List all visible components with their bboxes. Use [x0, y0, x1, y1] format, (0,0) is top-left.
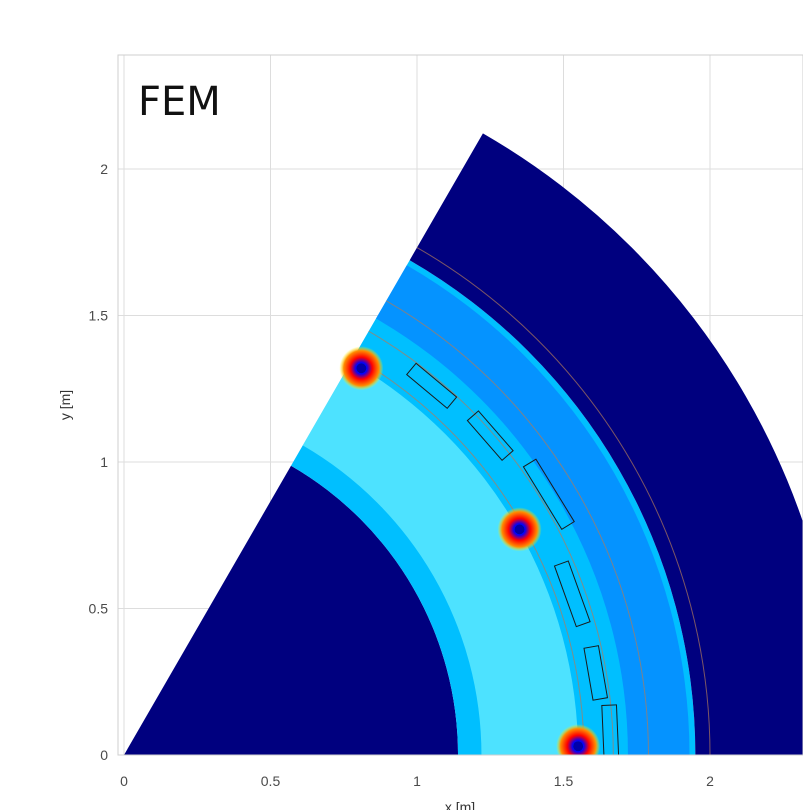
boundary-arc-3 — [416, 247, 711, 755]
y-tick-label-4: 2 — [100, 161, 108, 177]
y-tick-label-3: 1.5 — [89, 308, 109, 324]
x-tick-label-4: 2 — [706, 773, 714, 789]
hotspot-core-1 — [514, 524, 525, 535]
x-axis-label: x [m] — [445, 799, 475, 810]
hotspot-0 — [339, 346, 384, 391]
x-tick-label-0: 0 — [120, 773, 128, 789]
hotspot-1 — [497, 507, 542, 552]
field-map — [124, 133, 803, 755]
y-tick-label-1: 0.5 — [89, 601, 109, 617]
hotspot-glow-2 — [556, 724, 601, 755]
geometry-overlay — [339, 247, 711, 755]
hotspot-core-0 — [356, 363, 367, 374]
boundary-arc-2 — [385, 300, 649, 755]
x-tick-label-1: 0.5 — [261, 773, 281, 789]
region-middle-shade — [375, 265, 690, 755]
conductor-rect-4 — [583, 645, 609, 701]
conductor-rect-5 — [601, 704, 620, 755]
hotspot-core-2 — [573, 741, 584, 752]
y-tick-label-0: 0 — [100, 747, 108, 763]
region-inner — [124, 465, 459, 755]
conductor-rect-1 — [466, 410, 514, 462]
y-tick-label-2: 1 — [100, 454, 108, 470]
region-outer — [409, 133, 803, 755]
tick-labels: 0 0.5 1 1.5 2 0 0.5 1 1.5 2 — [89, 161, 715, 789]
panel-title: FEM — [138, 79, 221, 125]
region-middle-highlight — [302, 361, 579, 755]
x-tick-label-3: 1.5 — [554, 773, 574, 789]
conductor-rect-0 — [405, 362, 458, 410]
conductor-rect-3 — [553, 560, 591, 628]
hotspot-2 — [556, 724, 601, 755]
conductor-rect-2 — [522, 458, 575, 530]
x-tick-label-2: 1 — [413, 773, 421, 789]
plot-frame — [117, 54, 803, 756]
y-axis-label: y [m] — [57, 390, 73, 420]
boundary-arc-1 — [368, 330, 614, 755]
